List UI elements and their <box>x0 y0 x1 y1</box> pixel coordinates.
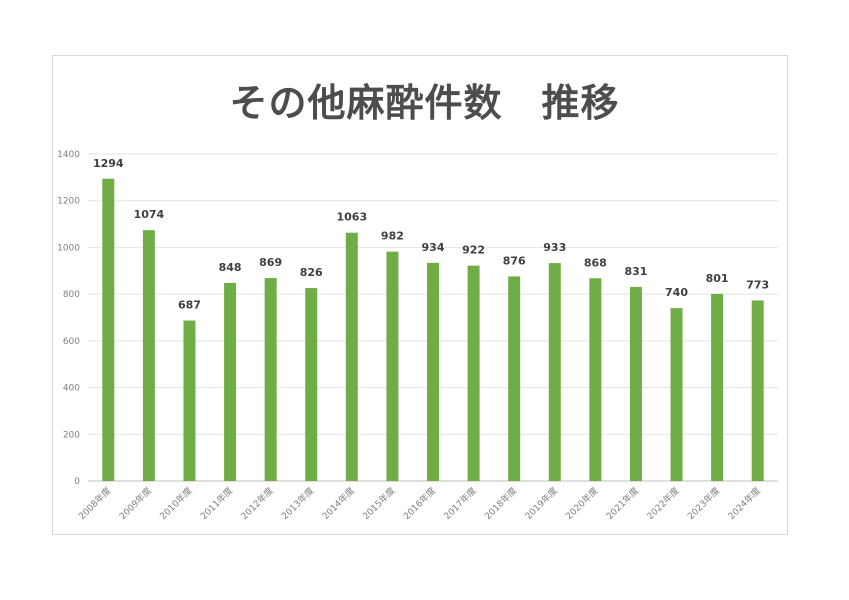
data-label: 982 <box>381 230 404 243</box>
data-label: 876 <box>503 254 526 267</box>
y-tick-label: 1200 <box>57 197 80 207</box>
y-tick-label: 0 <box>74 477 80 487</box>
x-tick-label: 2017年度 <box>441 485 478 522</box>
data-label: 1294 <box>93 157 124 170</box>
data-label: 801 <box>706 272 729 285</box>
x-tick-label: 2021年度 <box>604 485 641 522</box>
bar <box>508 276 521 481</box>
x-tick-label: 2018年度 <box>482 485 519 522</box>
data-label: 831 <box>624 265 647 278</box>
data-label: 773 <box>746 278 769 291</box>
data-label: 934 <box>422 241 445 254</box>
bar <box>589 278 602 481</box>
x-tick-label: 2015年度 <box>360 485 397 522</box>
chart-frame <box>52 55 788 535</box>
y-tick-label: 600 <box>63 337 80 347</box>
data-label: 740 <box>665 286 688 299</box>
data-label: 687 <box>178 299 201 312</box>
data-label: 868 <box>584 256 607 269</box>
bar <box>142 230 155 481</box>
bar <box>629 286 642 481</box>
data-label: 869 <box>259 256 282 269</box>
x-tick-label: 2020年度 <box>563 485 600 522</box>
x-tick-label: 2010年度 <box>157 485 194 522</box>
bar <box>224 282 237 481</box>
x-tick-label: 2009年度 <box>117 485 154 522</box>
bar <box>711 293 724 481</box>
bar <box>670 308 683 481</box>
y-tick-label: 1000 <box>57 243 80 253</box>
bar <box>305 288 318 481</box>
x-tick-label: 2022年度 <box>644 485 681 522</box>
data-label: 848 <box>219 261 242 274</box>
bar <box>548 263 561 481</box>
x-tick-label: 2016年度 <box>401 485 438 522</box>
x-tick-label: 2019年度 <box>522 485 559 522</box>
bar <box>102 178 115 481</box>
bar <box>183 320 196 481</box>
bar <box>386 251 399 481</box>
x-tick-label: 2012年度 <box>238 485 275 522</box>
bar <box>264 278 277 481</box>
bar <box>427 262 439 481</box>
chart-title: その他麻酔件数 推移 <box>229 81 620 125</box>
x-tick-label: 2013年度 <box>279 485 316 522</box>
y-tick-label: 1400 <box>57 150 80 160</box>
x-tick-label: 2024年度 <box>725 485 762 522</box>
data-label: 922 <box>462 244 485 257</box>
x-tick-label: 2014年度 <box>320 485 357 522</box>
data-label: 933 <box>543 241 566 254</box>
y-tick-label: 400 <box>63 384 80 394</box>
bar <box>467 265 480 481</box>
data-label: 826 <box>300 266 323 279</box>
data-label: 1063 <box>337 211 368 224</box>
x-tick-label: 2011年度 <box>198 485 235 522</box>
x-tick-label: 2008年度 <box>76 485 113 522</box>
y-tick-label: 800 <box>63 290 80 300</box>
y-tick-label: 200 <box>63 430 80 440</box>
bar <box>345 232 358 481</box>
data-label: 1074 <box>134 208 165 221</box>
x-tick-label: 2023年度 <box>685 485 722 522</box>
bar <box>751 300 764 481</box>
